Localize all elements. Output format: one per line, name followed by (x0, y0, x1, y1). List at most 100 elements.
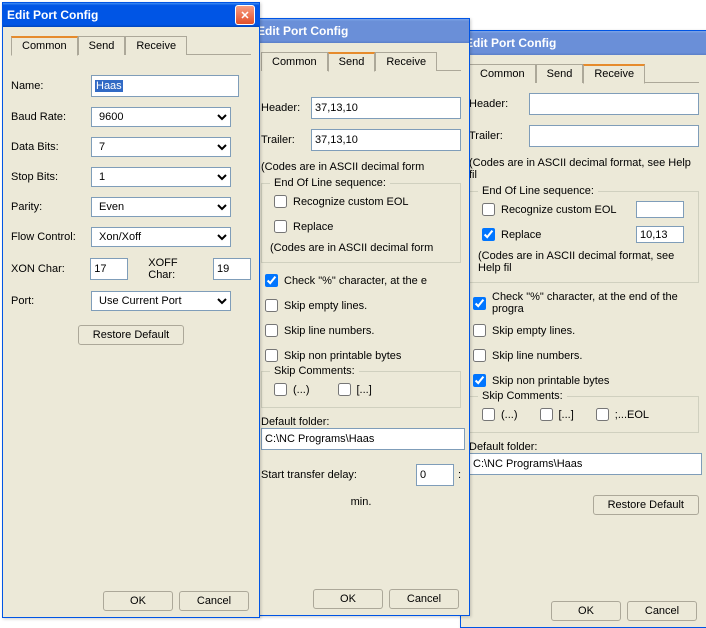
baud-select[interactable]: 9600 (91, 107, 231, 127)
skip-line-checkbox[interactable] (265, 324, 278, 337)
tab-send[interactable]: Send (536, 64, 584, 83)
check-percent-checkbox[interactable] (265, 274, 278, 287)
comment-bracket-checkbox[interactable] (338, 383, 351, 396)
window-title: Edit Port Config (257, 24, 348, 38)
titlebar[interactable]: Edit Port Config (461, 31, 706, 55)
ok-button[interactable]: OK (313, 589, 383, 609)
eol-legend: End Of Line sequence: (270, 177, 390, 189)
edit-port-config-window-receive: Edit Port Config Common Send Receive Hea… (460, 30, 706, 628)
ascii-note-2: (Codes are in ASCII decimal format, see … (478, 250, 690, 274)
restore-default-button[interactable]: Restore Default (78, 325, 184, 345)
ok-button[interactable]: OK (103, 591, 173, 611)
trailer-label: Trailer: (469, 130, 529, 142)
skip-empty-checkbox[interactable] (265, 299, 278, 312)
default-folder-label: Default folder: (261, 416, 461, 428)
min-label: min. (261, 496, 461, 508)
name-label: Name: (11, 80, 91, 92)
xoff-label: XOFF Char: (148, 257, 207, 281)
eol-legend: End Of Line sequence: (478, 185, 598, 197)
default-folder-input[interactable] (261, 428, 465, 450)
tab-receive[interactable]: Receive (375, 52, 437, 71)
client-area: Common Send Receive Header: Trailer: (Co… (253, 43, 469, 516)
start-delay-input[interactable] (416, 464, 454, 486)
name-input[interactable]: Haas (91, 75, 239, 97)
restore-default-button[interactable]: Restore Default (593, 495, 699, 515)
eol-group: End Of Line sequence: Recognize custom E… (469, 191, 699, 283)
replace-checkbox[interactable] (274, 220, 287, 233)
ok-button[interactable]: OK (551, 601, 621, 621)
tab-send[interactable]: Send (78, 36, 126, 55)
port-select[interactable]: Use Current Port (91, 291, 231, 311)
skip-empty-label: Skip empty lines. (492, 325, 575, 337)
skip-line-checkbox[interactable] (473, 349, 486, 362)
skip-nonprintable-checkbox[interactable] (265, 349, 278, 362)
comment-bracket-checkbox[interactable] (540, 408, 553, 421)
skip-empty-checkbox[interactable] (473, 324, 486, 337)
header-input[interactable] (529, 93, 699, 115)
trailer-input[interactable] (311, 129, 461, 151)
titlebar[interactable]: Edit Port Config ✕ (3, 3, 259, 27)
default-folder-input[interactable] (469, 453, 702, 475)
check-percent-label: Check "%" character, at the end of the p… (492, 291, 699, 315)
recognize-eol-label: Recognize custom EOL (501, 204, 617, 216)
skip-comments-legend: Skip Comments: (478, 390, 567, 402)
skip-comments-group: Skip Comments: (...) [...] (261, 371, 461, 408)
window-title: Edit Port Config (7, 8, 98, 22)
client-area: Common Send Receive Header: Trailer: (Co… (461, 55, 706, 523)
cancel-button[interactable]: Cancel (179, 591, 249, 611)
skip-comments-legend: Skip Comments: (270, 365, 359, 377)
tab-strip: Common Send Receive (261, 51, 461, 71)
comment-paren-checkbox[interactable] (274, 383, 287, 396)
tab-common[interactable]: Common (261, 52, 328, 71)
name-value: Haas (95, 80, 123, 92)
replace-label: Replace (501, 229, 541, 241)
titlebar[interactable]: Edit Port Config (253, 19, 469, 43)
parity-label: Parity: (11, 201, 91, 213)
tab-strip: Common Send Receive (469, 63, 699, 83)
data-bits-select[interactable]: 7 (91, 137, 231, 157)
stop-bits-select[interactable]: 1 (91, 167, 231, 187)
header-input[interactable] (311, 97, 461, 119)
eol-group: End Of Line sequence: Recognize custom E… (261, 183, 461, 263)
replace-input[interactable] (636, 226, 684, 243)
xon-input[interactable] (90, 258, 128, 280)
ascii-note: (Codes are in ASCII decimal format, see … (469, 157, 699, 181)
window-title: Edit Port Config (465, 36, 556, 50)
recognize-eol-checkbox[interactable] (274, 195, 287, 208)
recognize-eol-input[interactable] (636, 201, 684, 218)
parity-select[interactable]: Even (91, 197, 231, 217)
cancel-button[interactable]: Cancel (389, 589, 459, 609)
tab-common[interactable]: Common (469, 64, 536, 83)
cancel-button[interactable]: Cancel (627, 601, 697, 621)
flow-control-select[interactable]: Xon/Xoff (91, 227, 231, 247)
comment-semi-checkbox[interactable] (596, 408, 609, 421)
tab-common[interactable]: Common (11, 36, 78, 56)
edit-port-config-window-common: Edit Port Config ✕ Common Send Receive N… (2, 2, 260, 618)
tab-receive[interactable]: Receive (125, 36, 187, 55)
trailer-input[interactable] (529, 125, 699, 147)
skip-nonprintable-label: Skip non printable bytes (492, 375, 609, 387)
header-label: Header: (261, 102, 311, 114)
flow-control-label: Flow Control: (11, 231, 91, 243)
replace-checkbox[interactable] (482, 228, 495, 241)
close-icon[interactable]: ✕ (235, 5, 255, 25)
ascii-note: (Codes are in ASCII decimal form (261, 161, 461, 173)
skip-comments-group: Skip Comments: (...) [...] ;...EOL (469, 396, 699, 433)
baud-label: Baud Rate: (11, 111, 91, 123)
trailer-label: Trailer: (261, 134, 311, 146)
stop-bits-label: Stop Bits: (11, 171, 91, 183)
tab-receive[interactable]: Receive (583, 64, 645, 84)
port-label: Port: (11, 295, 91, 307)
recognize-eol-checkbox[interactable] (482, 203, 495, 216)
comment-paren-checkbox[interactable] (482, 408, 495, 421)
start-delay-label: Start transfer delay: (261, 469, 416, 481)
xon-label: XON Char: (11, 263, 90, 275)
xoff-input[interactable] (213, 258, 251, 280)
skip-line-label: Skip line numbers. (492, 350, 583, 362)
check-percent-checkbox[interactable] (473, 297, 486, 310)
data-bits-label: Data Bits: (11, 141, 91, 153)
skip-nonprintable-checkbox[interactable] (473, 374, 486, 387)
tab-send[interactable]: Send (328, 52, 376, 72)
header-label: Header: (469, 98, 529, 110)
default-folder-label: Default folder: (469, 441, 699, 453)
